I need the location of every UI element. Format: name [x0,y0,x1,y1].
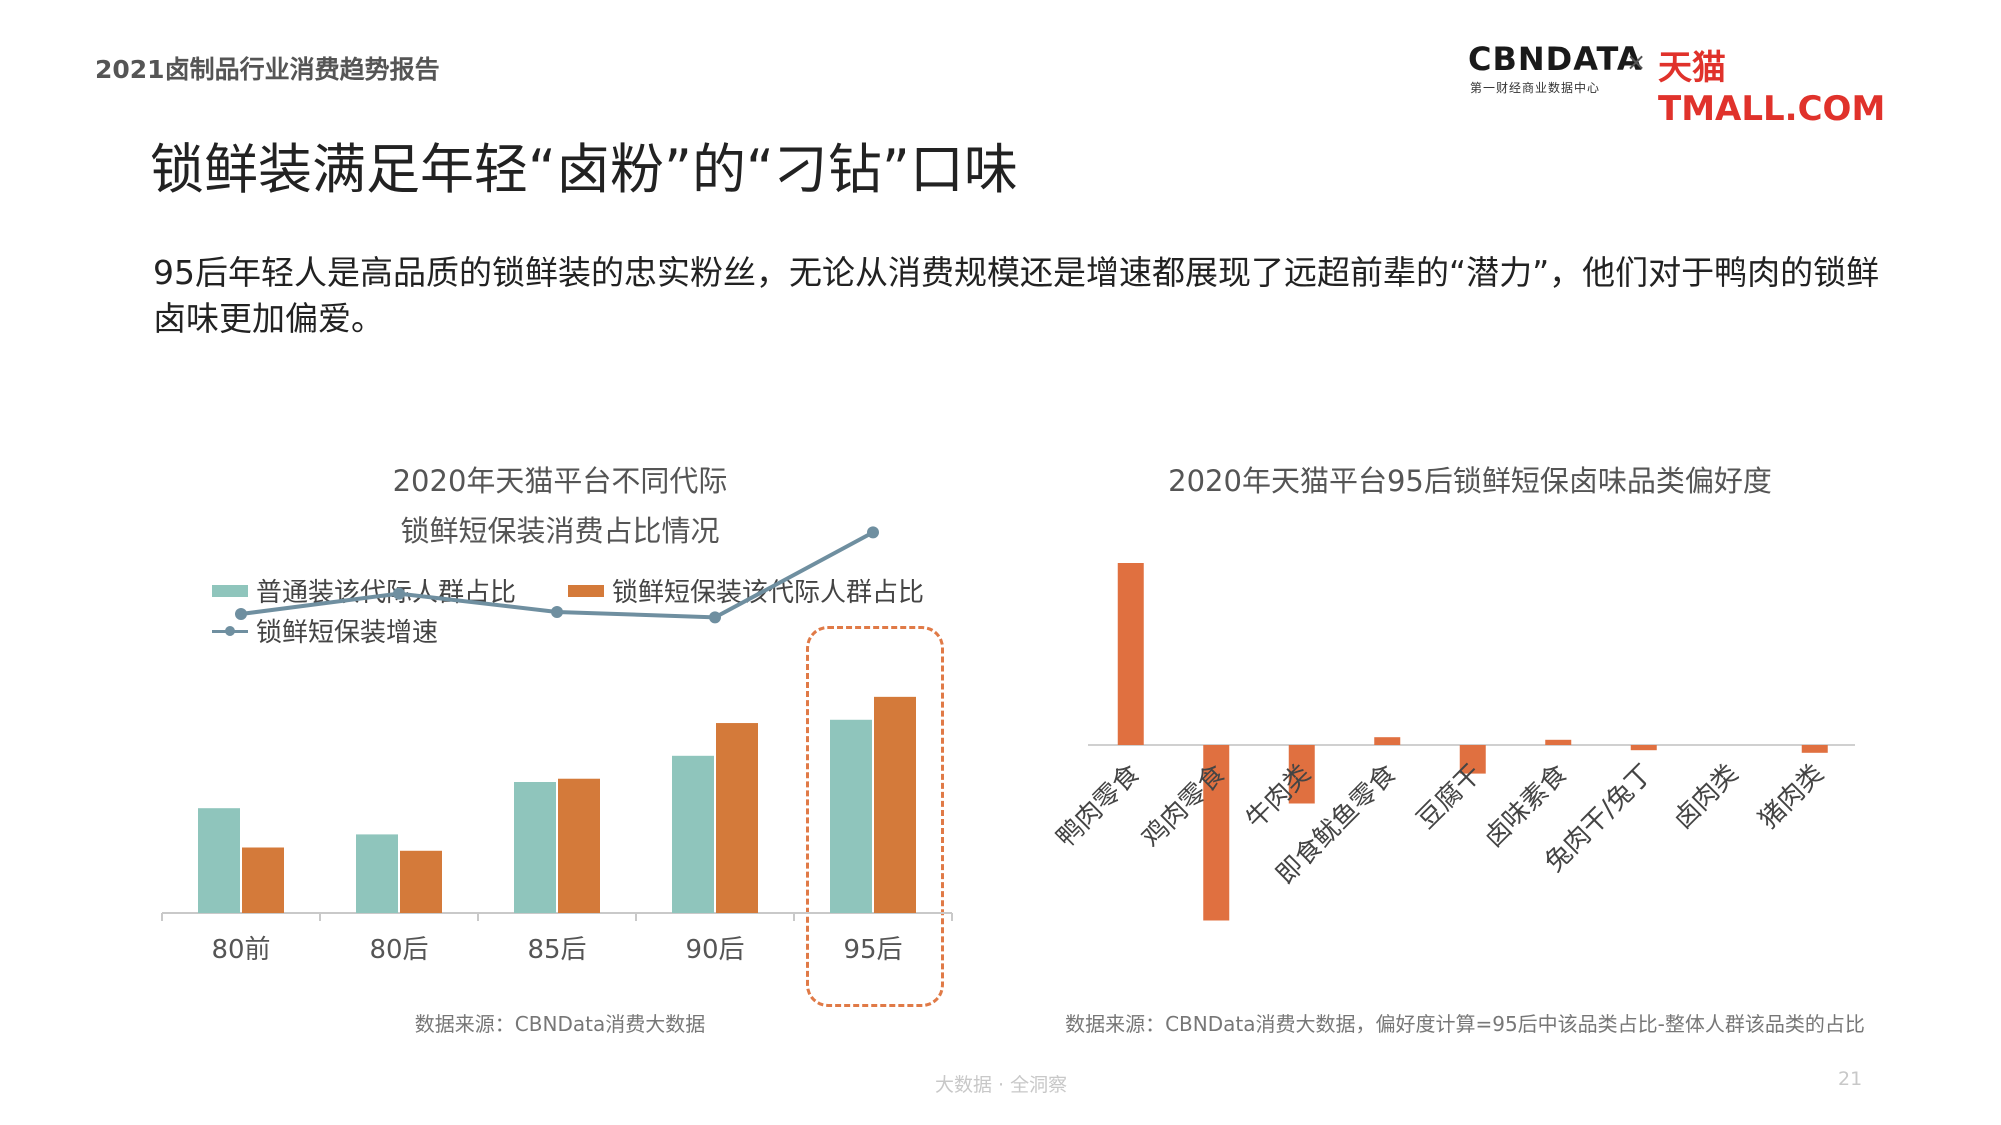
growth-line [240,530,874,620]
left-x-tick-label: 85后 [527,935,586,965]
cbndata-logo-subtitle: 第一财经商业数据中心 [1470,81,1601,95]
left-chart-title-line2: 锁鲜短保装消费占比情况 [400,514,720,548]
growth-point-1 [393,587,405,600]
page-number: 21 [1838,1068,1863,1090]
tmall-logo: 天猫TMALL.COM [1658,48,1886,129]
legend-swatch-orange [568,584,604,597]
pref-bar-2 [1288,745,1315,804]
pref-bar-1 [1203,745,1230,921]
bar-normal-1 [356,834,398,913]
growth-point-3 [709,611,721,624]
pref-bar-4 [1459,745,1486,774]
footer-tagline: 大数据 · 全洞察 [935,1074,1068,1096]
pref-bar-6 [1630,745,1657,751]
bar-fresh-4 [874,696,916,913]
bar-normal-3 [672,755,714,913]
pref-bar-8 [1801,745,1828,753]
pref-bar-0 [1117,563,1144,745]
pref-bar-5 [1545,739,1572,745]
legend-line-marker [212,625,248,637]
left-chart-source: 数据来源：CBNData消费大数据 [414,1012,706,1036]
page-title: 锁鲜装满足年轻“卤粉”的“刁钻”口味 [150,138,1018,201]
report-title: 2021卤制品行业消费趋势报告 [95,55,440,84]
legend-label: 锁鲜短保装该代际人群占比 [612,578,925,608]
left-x-tick-label: 90后 [685,935,744,965]
bar-normal-0 [198,808,240,913]
left-x-tick-label: 95后 [843,935,902,965]
left-chart-title-line1: 2020年天猫平台不同代际 [392,464,728,498]
pref-bar-3 [1374,737,1401,745]
legend-item-fresh-pack: 锁鲜短保装该代际人群占比 [568,572,924,609]
bar-fresh-2 [558,778,600,913]
logo-separator: × [1626,48,1647,76]
right-x-tick-label: 豆腐干 [1411,759,1487,835]
right-x-tick-label: 卤肉类 [1668,759,1744,835]
logo-group: CBNDATA 第一财经商业数据中心 × 天猫TMALL.COM [1468,40,1908,129]
bar-normal-4 [830,719,872,913]
growth-point-4 [867,526,879,539]
bar-fresh-0 [242,847,284,913]
right-x-tick-label: 猪肉类 [1753,759,1829,835]
bar-fresh-3 [716,723,758,913]
bar-fresh-1 [400,850,442,913]
right-chart-source: 数据来源：CBNData消费大数据，偏好度计算=95后中该品类占比-整体人群该品… [1065,1012,1865,1036]
page-description: 95后年轻人是高品质的锁鲜装的忠实粉丝，无论从消费规模还是增速都展现了远超前辈的… [153,253,1880,338]
highlight-95hou [806,626,944,1007]
legend-item-growth: 锁鲜短保装增速 [212,612,438,649]
right-x-tick-label: 鸭肉零食 [1051,759,1146,854]
growth-point-2 [551,605,563,618]
left-x-tick-label: 80后 [369,935,428,965]
legend-swatch-teal [212,584,248,597]
legend-label: 锁鲜短保装增速 [256,618,439,648]
bar-normal-2 [514,782,556,913]
growth-point-0 [235,608,247,620]
left-x-tick-label: 80前 [211,935,270,965]
right-chart-title: 2020年天猫平台95后锁鲜短保卤味品类偏好度 [1168,464,1772,498]
cbndata-logo: CBNDATA [1468,40,1643,78]
